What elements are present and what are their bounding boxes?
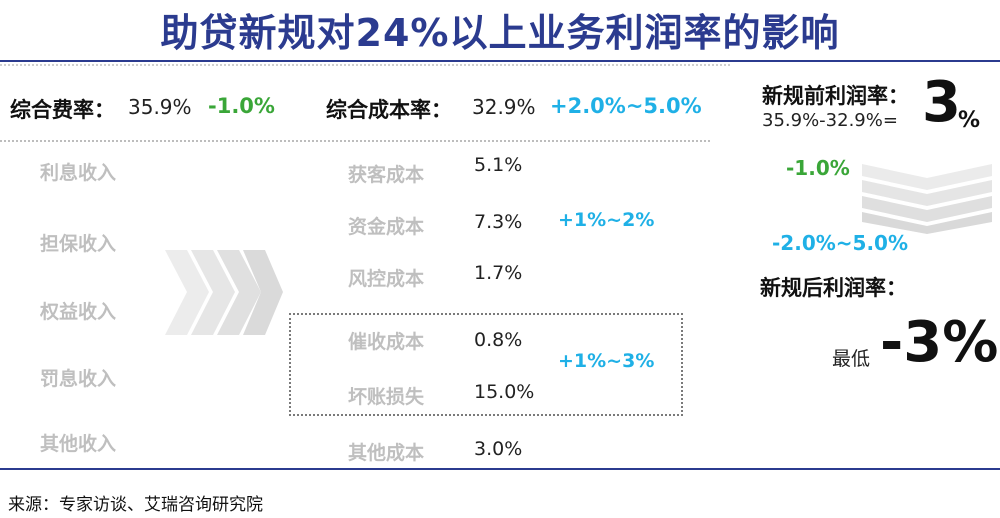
income-item: 担保收入	[40, 233, 117, 255]
top-rule	[0, 60, 1000, 62]
income-item: 罚息收入	[40, 368, 117, 390]
rate-label: 综合费率：	[10, 98, 115, 122]
collection-change: +1%~3%	[558, 350, 655, 372]
before-value: 3	[922, 70, 961, 135]
before-label: 新规前利润率：	[762, 84, 909, 108]
chevron-down-arrows-icon	[862, 164, 992, 234]
rate-change: -1.0%	[208, 94, 275, 118]
after-label: 新规后利润率：	[760, 276, 907, 300]
collection-group-box	[289, 313, 683, 416]
after-prefix: 最低	[832, 348, 871, 370]
cost-item-value: 5.1%	[474, 154, 523, 176]
cost-item-name: 坏账损失	[348, 386, 425, 408]
change-1: -1.0%	[786, 156, 850, 180]
cost-item-name: 获客成本	[348, 164, 425, 186]
income-item: 其他收入	[40, 433, 117, 455]
cost-item-value: 3.0%	[474, 438, 523, 460]
after-value: -3%	[880, 310, 999, 375]
page-title: 助贷新规对24%以上业务利润率的影响	[160, 11, 840, 55]
cost-item-name: 其他成本	[348, 442, 425, 464]
before-formula: 35.9%-32.9%=	[762, 110, 898, 131]
cost-item-value: 0.8%	[474, 329, 523, 351]
bottom-rule	[0, 468, 1000, 470]
cost-value: 32.9%	[472, 95, 536, 119]
header-separator	[0, 140, 710, 142]
cost-change: +2.0%~5.0%	[550, 94, 702, 118]
fund-change: +1%~2%	[558, 209, 655, 231]
cost-item-name: 资金成本	[348, 216, 425, 238]
change-2: -2.0%~5.0%	[772, 231, 908, 255]
top-dotted-line	[0, 64, 730, 66]
cost-item-value: 7.3%	[474, 211, 523, 233]
income-item: 利息收入	[40, 162, 117, 184]
cost-item-value: 15.0%	[474, 381, 535, 403]
cost-label: 综合成本率：	[326, 98, 452, 122]
source-note: 来源：专家访谈、艾瑞咨询研究院	[8, 495, 263, 515]
income-item: 权益收入	[40, 301, 117, 323]
cost-item-value: 1.7%	[474, 262, 523, 284]
before-unit: %	[958, 108, 981, 133]
chevron-right-arrows-icon	[165, 250, 283, 335]
cost-item-name: 催收成本	[348, 331, 425, 353]
cost-item-name: 风控成本	[348, 268, 425, 290]
rate-value: 35.9%	[128, 95, 192, 119]
